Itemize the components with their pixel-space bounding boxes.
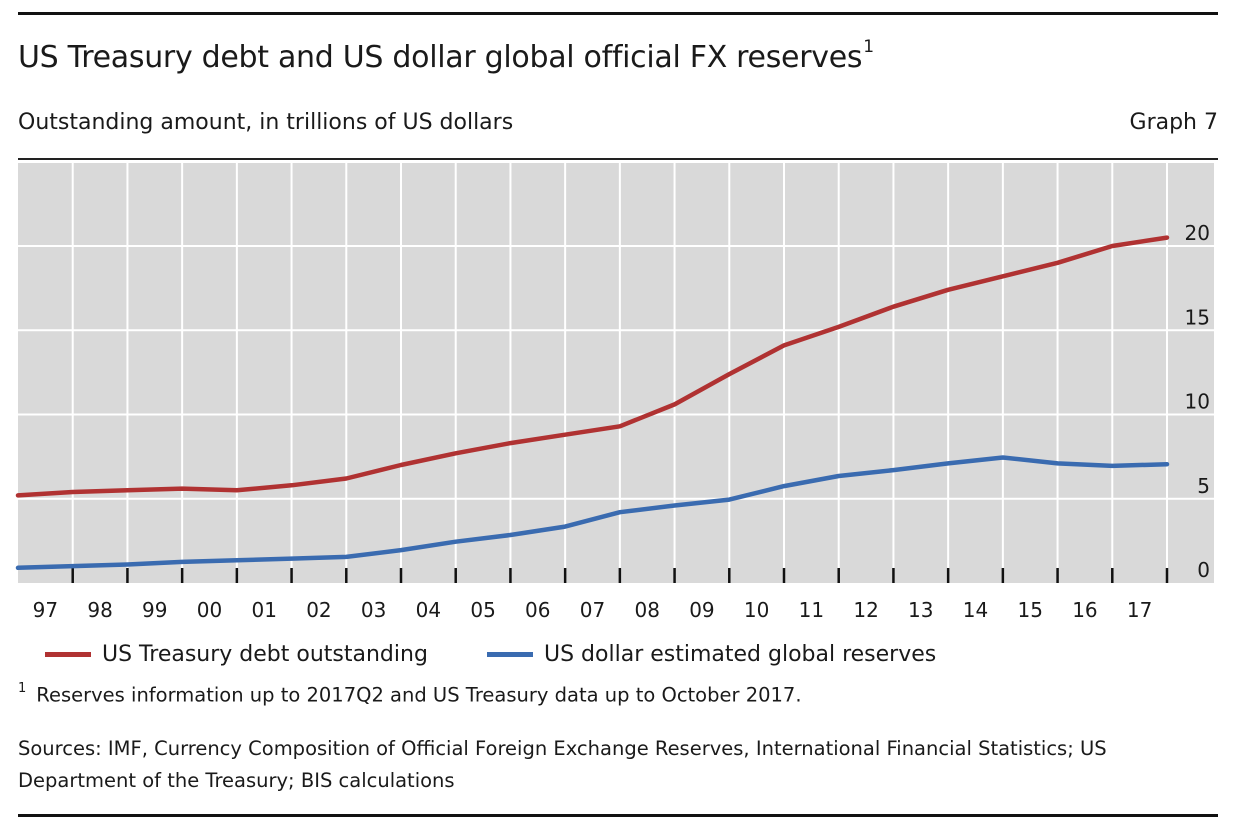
x-axis-ticks bbox=[71, 568, 1169, 583]
x-tick-label: 02 bbox=[306, 598, 331, 622]
x-tick-label: 97 bbox=[33, 598, 58, 622]
footnote-marker: 1 bbox=[18, 681, 27, 696]
x-tick-label: 05 bbox=[470, 598, 495, 622]
horizontal-gridlines bbox=[18, 245, 1214, 500]
series-line-treasury-debt bbox=[15, 235, 1170, 498]
x-tick-label: 16 bbox=[1072, 598, 1097, 622]
title-footnote-marker: 1 bbox=[863, 37, 874, 57]
legend-swatch-treasury-debt bbox=[45, 651, 91, 657]
chart-subtitle: Outstanding amount, in trillions of US d… bbox=[18, 110, 514, 135]
legend: US Treasury debt outstanding US dollar e… bbox=[0, 638, 1240, 670]
y-tick-label: 10 bbox=[1185, 390, 1210, 414]
footnote-text: Reserves information up to 2017Q2 and US… bbox=[36, 683, 802, 707]
bottom-rule bbox=[18, 814, 1218, 817]
top-rule bbox=[18, 12, 1218, 15]
y-tick-label: 5 bbox=[1197, 474, 1210, 498]
x-tick-label: 99 bbox=[142, 598, 167, 622]
x-tick-label: 12 bbox=[853, 598, 878, 622]
x-tick-label: 11 bbox=[799, 598, 824, 622]
x-tick-label: 98 bbox=[87, 598, 112, 622]
x-tick-label: 17 bbox=[1127, 598, 1152, 622]
x-tick-label: 01 bbox=[251, 598, 276, 622]
x-tick-label: 08 bbox=[634, 598, 659, 622]
y-tick-label: 0 bbox=[1197, 558, 1210, 582]
legend-label-treasury-debt: US Treasury debt outstanding bbox=[102, 641, 428, 667]
footnote: 1 Reserves information up to 2017Q2 and U… bbox=[18, 681, 802, 707]
x-tick-label: 07 bbox=[580, 598, 605, 622]
x-tick-label: 03 bbox=[361, 598, 386, 622]
y-axis-labels: 0 5 10 15 20 bbox=[1185, 221, 1210, 582]
series-line-usd-reserves bbox=[15, 455, 1170, 571]
x-tick-label: 10 bbox=[744, 598, 769, 622]
x-axis-labels: 97 98 99 00 01 02 03 04 05 06 07 08 09 10 11 12 13 14 15 16… bbox=[33, 598, 1153, 622]
legend-swatch-usd-reserves bbox=[487, 651, 533, 657]
x-tick-label: 15 bbox=[1017, 598, 1042, 622]
vertical-gridlines bbox=[71, 163, 1168, 583]
chart-title-text: US Treasury debt and US dollar global of… bbox=[18, 40, 863, 75]
series-lines bbox=[15, 235, 1170, 571]
chart-title: US Treasury debt and US dollar global of… bbox=[18, 37, 874, 75]
x-tick-label: 04 bbox=[416, 598, 441, 622]
legend-item-treasury-debt: US Treasury debt outstanding bbox=[45, 638, 428, 670]
plot-area bbox=[18, 163, 1214, 583]
sources-note: Sources: IMF, Currency Composition of Of… bbox=[18, 737, 1107, 792]
x-tick-label: 09 bbox=[689, 598, 714, 622]
x-tick-label: 06 bbox=[525, 598, 550, 622]
x-tick-label: 14 bbox=[963, 598, 988, 622]
y-tick-label: 20 bbox=[1185, 221, 1210, 245]
header-rule bbox=[18, 158, 1218, 160]
x-tick-label: 13 bbox=[908, 598, 933, 622]
x-tick-label: 00 bbox=[197, 598, 222, 622]
legend-item-usd-reserves: US dollar estimated global reserves bbox=[487, 638, 936, 670]
graph-number: Graph 7 bbox=[1129, 110, 1218, 135]
y-tick-label: 15 bbox=[1185, 305, 1210, 329]
legend-label-usd-reserves: US dollar estimated global reserves bbox=[544, 641, 937, 667]
